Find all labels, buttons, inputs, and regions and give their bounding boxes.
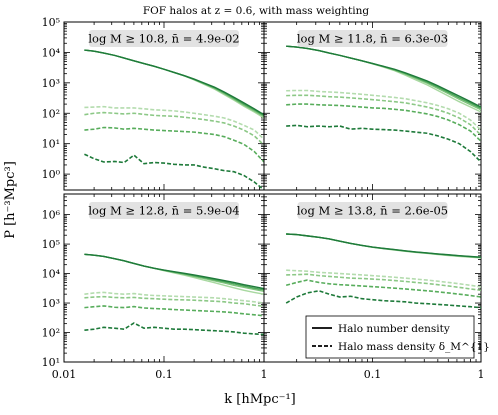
solid-series-line: [84, 49, 264, 116]
dashed-series-line: [84, 126, 264, 163]
y-tick-label: 10⁰: [42, 168, 61, 181]
solid-series-line: [84, 253, 264, 295]
solid-series-line: [84, 253, 264, 290]
figure-title: FOF halos at z = 0.6, with mass weightin…: [143, 5, 370, 17]
solid-series-line: [286, 45, 481, 113]
panel-label-box: [89, 30, 239, 47]
dashed-series-line: [286, 89, 481, 131]
y-tick-label: 10⁵: [42, 238, 60, 251]
solid-series-line: [286, 45, 481, 109]
dashed-series-line: [84, 111, 264, 146]
panel-bottom-right: log M ≥ 13.8, n̄ = 2.6e-05: [263, 193, 482, 363]
panel-label: log M ≥ 12.8, n̄ = 5.9e-04: [88, 204, 239, 218]
panel-frame: [63, 193, 265, 363]
legend-box: [305, 315, 475, 359]
legend-solid-label: Halo number density: [338, 323, 450, 335]
dashed-series-line: [84, 295, 264, 308]
legend: Halo number density Halo mass density δ_…: [305, 315, 490, 359]
panel-frame: [63, 21, 265, 191]
panel-label-box: [297, 202, 448, 219]
y-axis-label: P [h⁻³Mpc³]: [3, 161, 18, 239]
y-tick-label: 10³: [42, 297, 60, 310]
solid-series-line: [84, 253, 264, 292]
panel-bottom-left: 10¹ 10² 10³ 10⁴ 10⁵ 10⁶ log M ≥ 12.8, n̄ = 5.9…: [42, 193, 265, 369]
x-tick-label: 1: [261, 368, 268, 381]
y-tick-label: 10³: [42, 77, 60, 90]
dashed-series-line: [286, 103, 481, 142]
panel-top-left: 10⁰ 10¹ 10² 10³ 10⁴ 10⁵ log M ≥ 10.8, n̄ = 4.9…: [42, 16, 265, 191]
x-tick-label: 0.1: [364, 368, 382, 381]
dashed-series-line: [84, 153, 264, 190]
y-tick-label: 10¹: [42, 356, 60, 369]
dashed-series-line: [84, 105, 264, 140]
y-tick-label: 10¹: [42, 138, 60, 151]
solid-series-line: [84, 49, 264, 117]
panel-label: log M ≥ 10.8, n̄ = 4.9e-02: [88, 32, 239, 46]
panel-label: log M ≥ 13.8, n̄ = 2.6e-05: [297, 204, 448, 218]
x-tick-label: 1: [478, 368, 485, 381]
solid-series-line: [286, 233, 481, 259]
x-axis-label: k [hMpc⁻¹]: [224, 392, 296, 407]
y-tick-label: 10⁵: [42, 16, 60, 29]
panel-label-box: [89, 202, 239, 219]
dashed-series-line: [285, 279, 481, 298]
dashed-series-line: [84, 291, 264, 304]
panel-top-right: log M ≥ 11.8, n̄ = 6.3e-03: [263, 21, 482, 191]
solid-series-line: [84, 49, 264, 118]
legend-dashed-label: Halo mass density δ_M^{1}: [338, 341, 490, 353]
solid-series-line: [286, 233, 481, 258]
y-tick-label: 10⁴: [42, 268, 61, 281]
dashed-series-line: [84, 322, 264, 336]
x-tick-label: 0.1: [155, 368, 173, 381]
y-tick-label: 10⁴: [42, 46, 61, 59]
panel-label: log M ≥ 11.8, n̄ = 6.3e-03: [297, 32, 448, 46]
x-tick-label: 0.01: [52, 368, 77, 381]
dashed-series-line: [285, 289, 481, 309]
y-tick-label: 10⁶: [42, 209, 61, 222]
solid-series-line: [286, 45, 481, 108]
dashed-series-line: [286, 273, 481, 292]
dashed-series-line: [286, 124, 481, 163]
dashed-series-line: [84, 305, 264, 317]
y-tick-label: 10²: [42, 327, 60, 340]
dashed-series-line: [286, 94, 481, 136]
panel-label-box: [297, 30, 448, 47]
dashed-series-line: [286, 269, 481, 288]
y-tick-label: 10²: [42, 107, 60, 120]
